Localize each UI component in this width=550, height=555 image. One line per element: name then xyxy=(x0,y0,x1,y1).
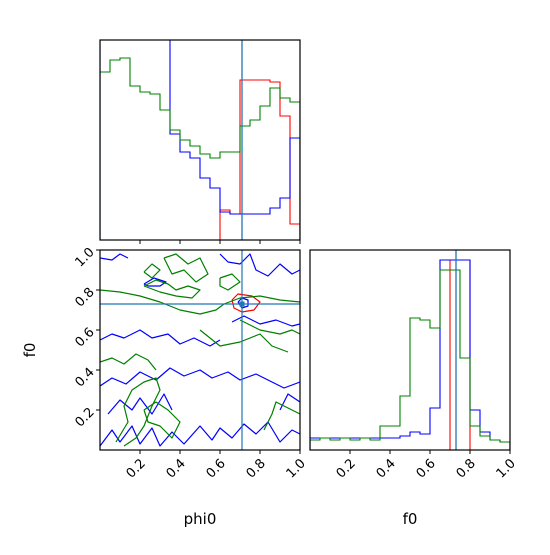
contour-green-4 xyxy=(219,273,241,291)
contour-blue-8 xyxy=(107,393,173,415)
contour-green-0 xyxy=(143,279,201,299)
f0-hist-xtick-label-0.2: 0.2 xyxy=(334,456,359,481)
truth-marker xyxy=(239,301,245,307)
f0-hist-xtick-label-1.0: 1.0 xyxy=(494,456,519,481)
f0-hist-series xyxy=(310,250,510,450)
phi0-f0-xtick-label-0.2: 0.2 xyxy=(124,456,149,481)
contour-green-6 xyxy=(239,319,300,335)
phi0-f0-xtick-label-0.8: 0.8 xyxy=(244,456,269,481)
phi0-f0-xtick-label-1.0: 1.0 xyxy=(284,456,309,481)
phi0-f0-frame xyxy=(99,249,301,451)
phi0-hist-frame xyxy=(99,39,301,241)
phi0-f0-ytick-label-0.8: 0.8 xyxy=(72,285,97,310)
contour-green-1 xyxy=(163,253,209,283)
phi0-f0-ytick-label-1.0: 1.0 xyxy=(72,245,97,270)
f0-hist-xtick-label-0.4: 0.4 xyxy=(374,456,399,481)
phi0-hist-blue xyxy=(100,40,300,240)
contour-blue-2 xyxy=(100,253,129,261)
panel-phi0-hist xyxy=(99,39,301,244)
y-axis-label-f0: f0 xyxy=(21,343,39,358)
contour-green-8 xyxy=(143,401,181,439)
phi0-hist-ticks xyxy=(139,240,301,244)
f0-hist-green xyxy=(310,269,510,450)
x-axis-label-f0: f0 xyxy=(403,510,418,528)
contour-blue-9 xyxy=(279,393,300,411)
contour-green-3 xyxy=(100,289,300,315)
phi0-f0-ytick-label-0.2: 0.2 xyxy=(72,405,97,430)
phi0-f0-xtick-label-0.4: 0.4 xyxy=(164,456,189,481)
f0-hist-xtick-label-0.8: 0.8 xyxy=(454,456,479,481)
phi0-hist-red xyxy=(100,79,300,240)
phi0-f0-xtick-label-0.6: 0.6 xyxy=(204,456,229,481)
phi0-hist-green xyxy=(100,57,300,240)
panel-f0-hist: 0.2 0.4 0.6 0.8 1.0 xyxy=(309,249,519,481)
contour-blue-1 xyxy=(237,297,249,309)
phi0-hist-series xyxy=(100,40,300,240)
contour-green-10 xyxy=(100,353,157,371)
contour-green-2 xyxy=(143,263,161,279)
x-axis-label-phi0: phi0 xyxy=(184,510,217,528)
panel-phi0-f0-2d: 0.2 0.4 0.6 0.8 1.0 0.2 0.4 0.6 0.8 1.0 xyxy=(72,245,308,481)
f0-hist-blue xyxy=(310,259,510,450)
contour-green-5 xyxy=(199,329,289,353)
contour-blue-4 xyxy=(100,329,221,347)
contour-green-9 xyxy=(263,401,300,431)
contour-red-0 xyxy=(231,293,261,313)
f0-hist-ticks: 0.2 0.4 0.6 0.8 1.0 xyxy=(334,450,519,481)
phi0-f0-ytick-label-0.6: 0.6 xyxy=(72,325,97,350)
phi0-f0-contours xyxy=(100,250,300,450)
contour-blue-3 xyxy=(219,253,300,277)
f0-hist-xtick-label-0.6: 0.6 xyxy=(414,456,439,481)
contour-blue-6 xyxy=(100,367,300,389)
phi0-f0-ticks: 0.2 0.4 0.6 0.8 1.0 0.2 0.4 0.6 0.8 1.0 xyxy=(72,245,308,481)
f0-hist-frame xyxy=(309,249,511,451)
phi0-f0-ytick-label-0.4: 0.4 xyxy=(72,365,97,390)
contour-blue-0 xyxy=(143,277,167,287)
contour-green-7 xyxy=(115,377,161,447)
